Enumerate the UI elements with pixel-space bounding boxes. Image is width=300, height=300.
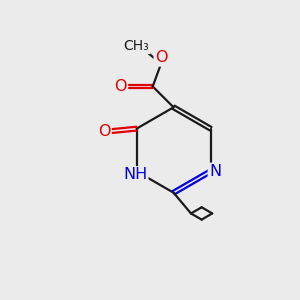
Text: N: N [209, 164, 221, 179]
Text: CH₃: CH₃ [124, 39, 149, 53]
Text: O: O [98, 124, 110, 139]
Text: NH: NH [123, 167, 147, 182]
Text: O: O [114, 79, 127, 94]
Text: O: O [155, 50, 167, 65]
